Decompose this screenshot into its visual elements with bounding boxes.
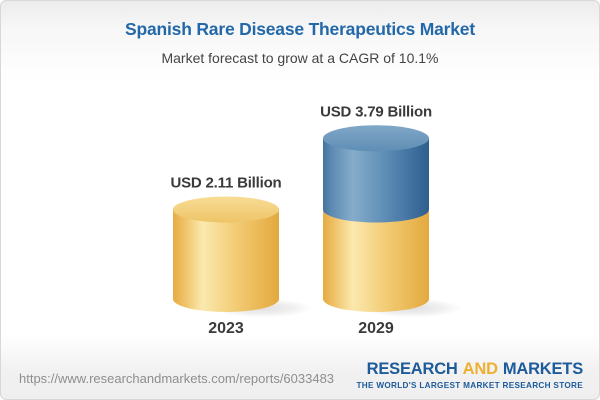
report-url: https://www.researchandmarkets.com/repor… bbox=[19, 371, 335, 386]
chart-title: Spanish Rare Disease Therapeutics Market bbox=[125, 19, 475, 39]
logo-word-and: AND bbox=[462, 360, 498, 378]
cylinder-segment bbox=[173, 209, 279, 312]
logo-tagline: THE WORLD'S LARGEST MARKET RESEARCH STOR… bbox=[356, 381, 583, 390]
logo-word-markets: MARKETS bbox=[502, 360, 583, 378]
brand-logo: RESEARCH AND MARKETS THE WORLD'S LARGEST M… bbox=[356, 360, 583, 390]
bar-category-label: 2023 bbox=[208, 320, 244, 337]
cylinder-segment bbox=[323, 138, 429, 223]
cylinder-cap bbox=[173, 196, 279, 223]
chart-header: Spanish Rare Disease Therapeutics Market… bbox=[1, 1, 599, 67]
cylinder-cap bbox=[323, 125, 429, 152]
cylinder-segment bbox=[323, 209, 429, 312]
bar-value-label: USD 3.79 Billion bbox=[320, 103, 432, 120]
bar-category-label: 2029 bbox=[358, 320, 394, 337]
chart-subtitle: Market forecast to grow at a CAGR of 10.… bbox=[161, 50, 439, 66]
logo-word-research: RESEARCH bbox=[366, 360, 458, 378]
bar-value-label: USD 2.11 Billion bbox=[171, 175, 282, 192]
brand-logo-name: RESEARCH AND MARKETS bbox=[356, 360, 584, 378]
